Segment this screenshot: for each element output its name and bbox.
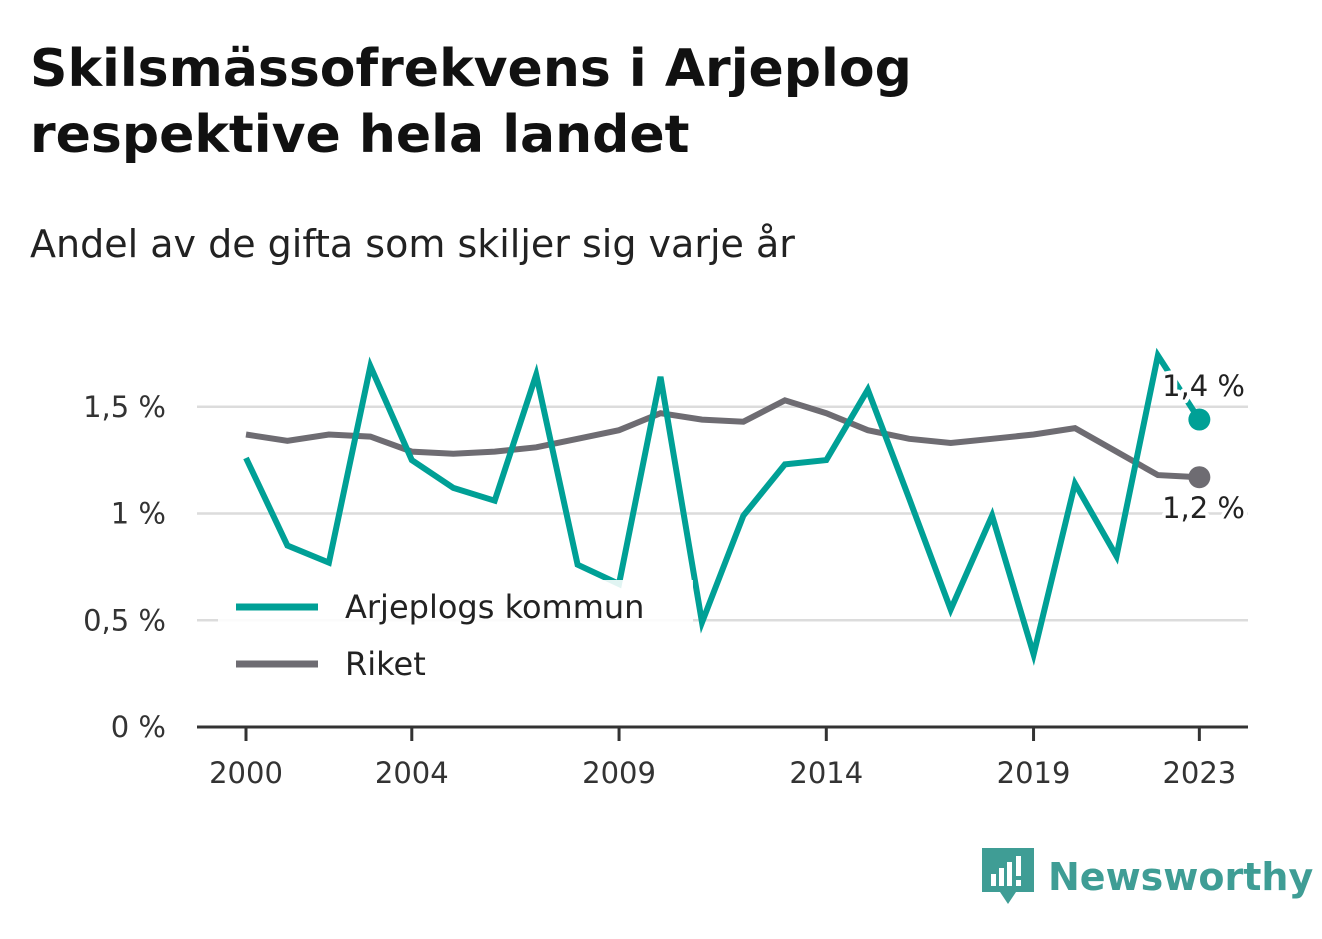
series-line-arjeplog — [243, 347, 1202, 666]
newsworthy-logo-icon — [982, 848, 1034, 904]
series-lines — [243, 347, 1211, 666]
legend: Arjeplogs kommun Riket — [218, 580, 693, 690]
end-label-riket: 1,2 % — [1162, 491, 1245, 525]
legend-background — [218, 580, 693, 690]
y-tick-label: 1 % — [111, 497, 166, 531]
end-point-arjeplog — [1188, 408, 1211, 431]
end-label-arjeplog: 1,4 % — [1162, 369, 1245, 403]
chart-title: Skilsmässofrekvens i Arjeplog respektive… — [30, 39, 912, 165]
x-tick-label: 2023 — [1162, 756, 1236, 790]
end-labels: 1,4 % 1,2 % — [1158, 365, 1249, 529]
x-tick-label: 2000 — [209, 756, 283, 790]
y-tick-label: 0,5 % — [83, 603, 166, 637]
legend-label: Riket — [345, 645, 426, 683]
x-tick-label: 2019 — [997, 756, 1071, 790]
y-tick-label: 1,5 % — [83, 390, 166, 424]
legend-label: Arjeplogs kommun — [345, 588, 644, 626]
end-point-riket — [1188, 466, 1211, 489]
x-tick-label: 2004 — [375, 756, 449, 790]
x-tick-label: 2014 — [789, 756, 863, 790]
x-tick-label: 2009 — [582, 756, 656, 790]
brand-name: Newsworthy — [1048, 855, 1314, 899]
x-axis-ticks: 2000 2004 2009 2014 2019 2023 — [209, 727, 1236, 790]
y-axis-ticks: 0 % 0,5 % 1 % 1,5 % — [83, 390, 166, 744]
y-tick-label: 0 % — [111, 710, 166, 744]
brand: Newsworthy — [980, 846, 1313, 908]
chart-subtitle: Andel av de gifta som skiljer sig varje … — [30, 222, 795, 266]
